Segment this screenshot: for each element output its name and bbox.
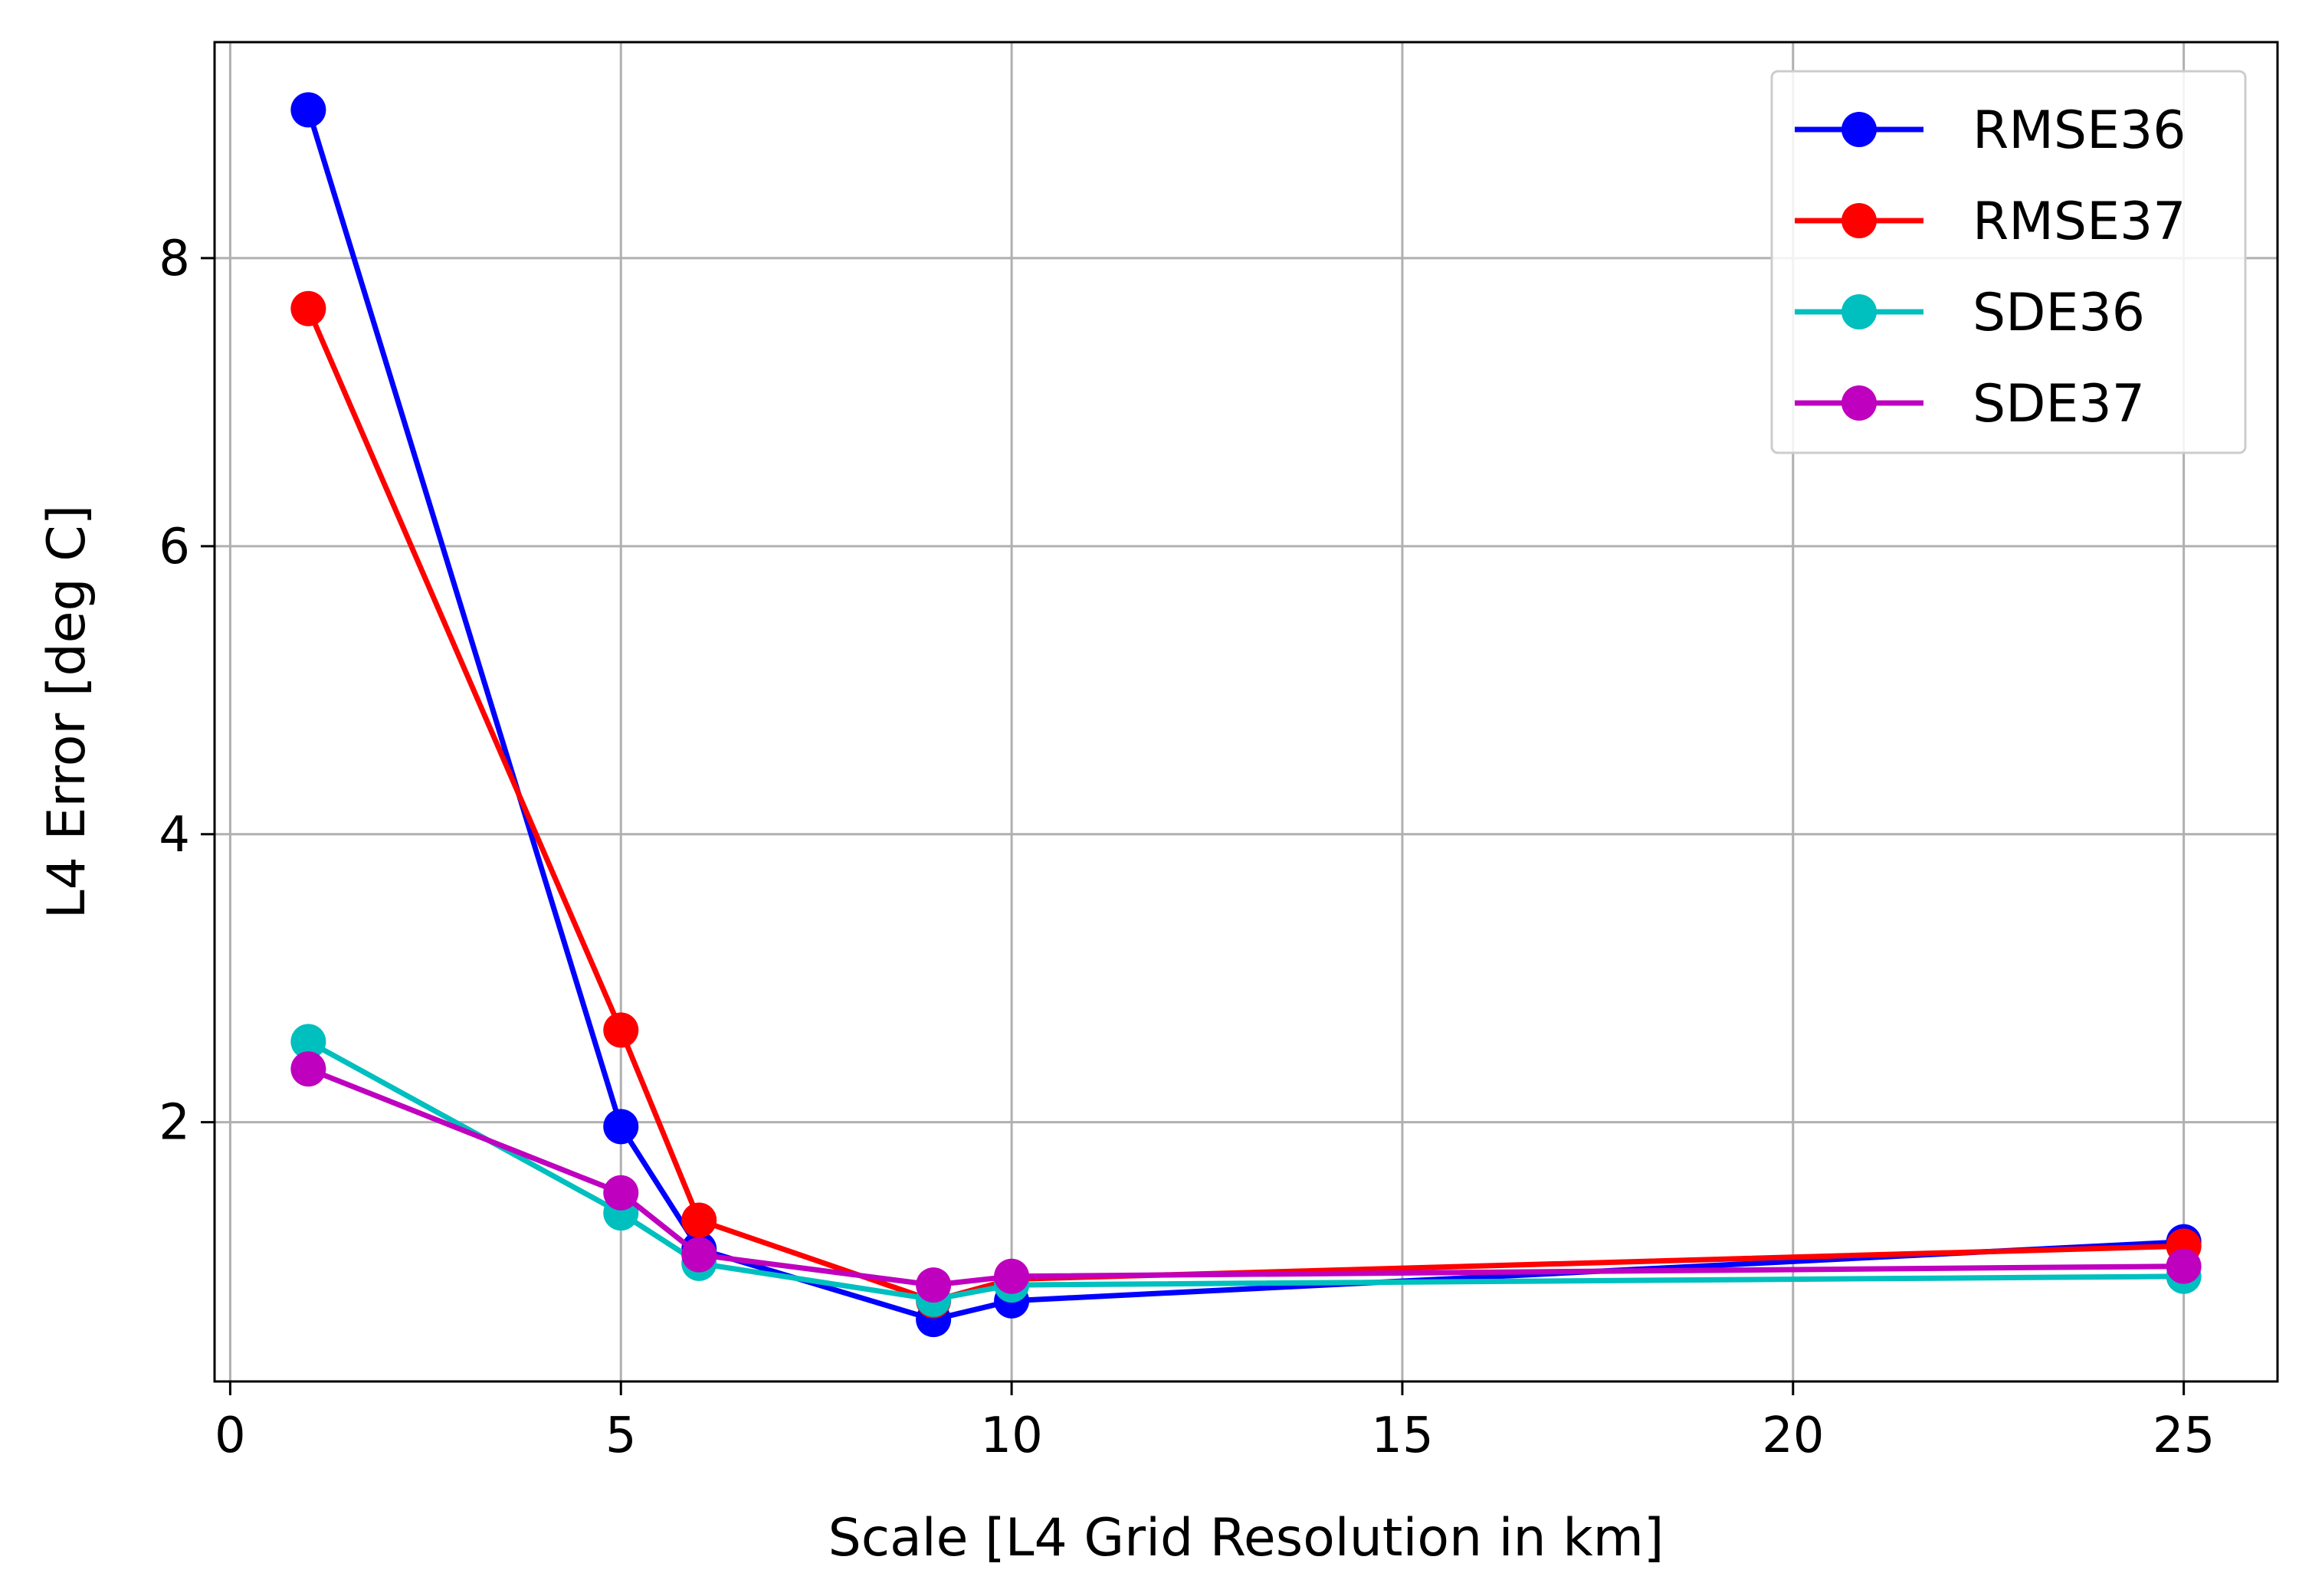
legend-label-rmse36: RMSE36	[1973, 100, 2186, 161]
data-point-sde36	[290, 1024, 326, 1060]
series-sde37	[290, 1051, 2202, 1303]
legend-label-sde37: SDE37	[1973, 374, 2145, 434]
x-tick-label: 15	[1371, 1408, 1433, 1464]
data-point-sde37	[681, 1237, 717, 1273]
legend-box	[1770, 70, 2247, 454]
x-tick-label: 20	[1762, 1408, 1824, 1464]
legend-item-sde36: SDE36	[1795, 283, 2145, 343]
legend-item-sde37: SDE37	[1795, 374, 2145, 434]
legend-item-rmse36: RMSE36	[1795, 100, 2186, 161]
y-axis-label: L4 Error [deg C]	[37, 505, 97, 919]
data-point-rmse36	[290, 92, 326, 128]
y-tick-label: 6	[159, 519, 190, 575]
data-point-rmse36	[603, 1109, 639, 1145]
x-tick-label: 25	[2153, 1408, 2215, 1464]
series-line-rmse36	[306, 109, 2184, 1322]
y-tick-label: 2	[159, 1095, 190, 1152]
series-line-sde36	[307, 1039, 2184, 1303]
series-line-sde37	[307, 1066, 2184, 1288]
series-layer	[290, 92, 2202, 1338]
legend-marker-rmse37	[1841, 203, 1877, 238]
axis-ticks: 0 5 10 15 20 25 2 4 6 8	[159, 231, 2215, 1464]
data-point-rmse37	[603, 1012, 639, 1048]
legend-marker-sde36	[1841, 294, 1877, 329]
legend-label-rmse37: RMSE37	[1973, 192, 2186, 252]
x-tick-label: 5	[605, 1408, 637, 1464]
x-axis-label: Scale [L4 Grid Resolution in km]	[828, 1508, 1664, 1568]
data-point-rmse37	[681, 1202, 717, 1238]
y-tick-label: 8	[159, 231, 190, 287]
y-tick-label: 4	[159, 807, 190, 864]
legend-item-rmse37: RMSE37	[1795, 192, 2186, 252]
x-tick-label: 0	[215, 1408, 246, 1464]
data-point-sde37	[603, 1175, 639, 1211]
legend: RMSE36 RMSE37 SDE36 SDE37	[1770, 70, 2247, 454]
data-point-sde37	[290, 1051, 326, 1087]
data-point-rmse37	[290, 290, 326, 326]
x-tick-label: 10	[980, 1408, 1042, 1464]
data-point-sde37	[916, 1267, 952, 1303]
legend-marker-rmse36	[1841, 112, 1877, 147]
plot-frame	[213, 41, 2279, 1383]
data-point-sde37	[2166, 1248, 2202, 1284]
data-point-sde37	[994, 1258, 1030, 1294]
legend-marker-sde37	[1841, 385, 1877, 421]
legend-label-sde36: SDE36	[1973, 283, 2145, 343]
